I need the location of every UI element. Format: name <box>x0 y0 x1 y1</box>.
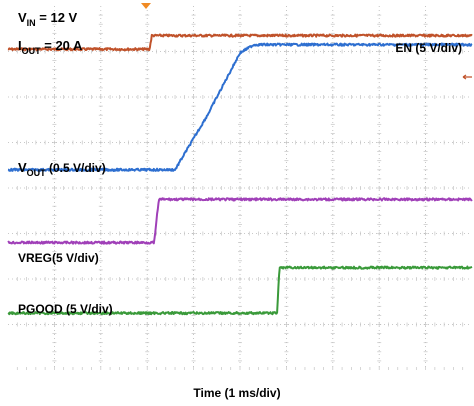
trace-pgood <box>7 265 473 316</box>
trace-en <box>7 33 473 52</box>
vin-label: VIN = 12 V <box>18 10 78 28</box>
trace-vout <box>7 42 473 172</box>
series-label-vreg: VREG(5 V/div) <box>18 251 99 265</box>
trigger-marker-icon <box>141 3 151 9</box>
trace-vreg <box>7 197 473 245</box>
x-axis-label: Time (1 ms/div) <box>193 386 281 400</box>
traces <box>7 33 473 316</box>
series-label-vout: VOUT (0.5 V/div) <box>18 160 106 178</box>
markers <box>141 3 472 80</box>
series-label-pgood: PGOOD (5 V/div) <box>18 302 113 316</box>
series-label-en: EN (5 V/div) <box>395 41 462 55</box>
iout-label: IOUT = 20 A <box>18 38 83 56</box>
en-level-marker-icon <box>462 74 472 80</box>
